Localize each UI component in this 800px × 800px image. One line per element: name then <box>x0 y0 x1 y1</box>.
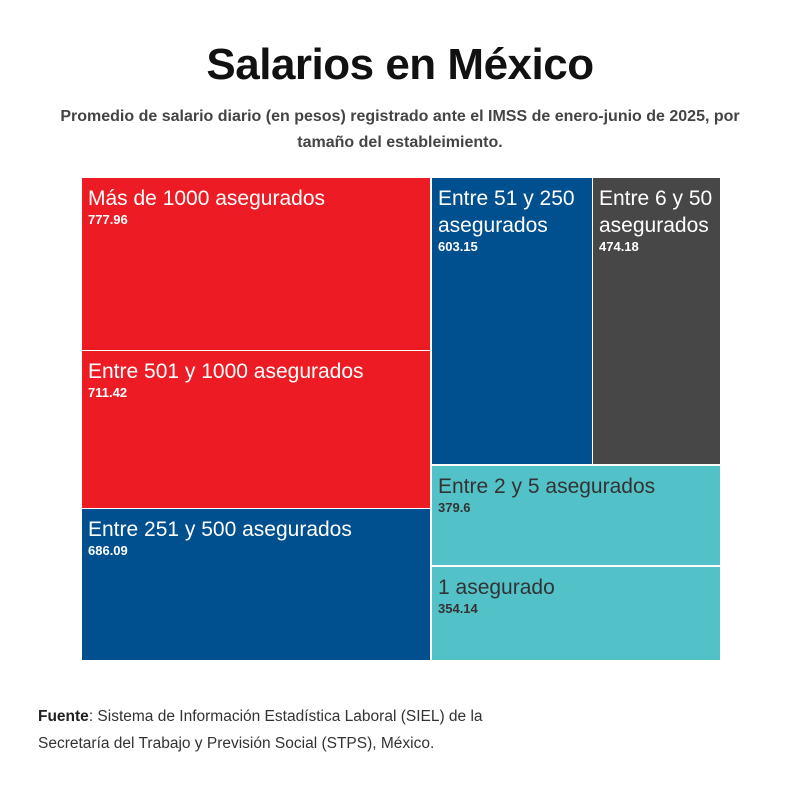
cell-label: Entre 2 y 5 asegurados <box>438 475 656 498</box>
treemap-cell[interactable]: Entre 51 y 250 asegurados 603.15 <box>432 178 592 464</box>
cell-label: 1 asegurado <box>438 576 555 599</box>
chart-subtitle: Promedio de salario diario (en pesos) re… <box>60 108 740 151</box>
chart-title: Salarios en México <box>206 40 594 89</box>
treemap-cell[interactable]: 1 asegurado 354.14 <box>432 567 720 660</box>
treemap-cell[interactable]: Entre 2 y 5 asegurados 379.6 <box>432 466 720 565</box>
cell-label: Entre 501 y 1000 asegurados <box>88 360 364 383</box>
cell-label: Entre 51 y 250 asegurados <box>438 187 575 237</box>
source-note: Fuente: Sistema de Información Estadísti… <box>38 703 528 757</box>
cell-value: 777.96 <box>88 212 128 227</box>
cell-label: Más de 1000 asegurados <box>88 187 325 210</box>
cell-value: 603.15 <box>438 239 478 254</box>
cell-value: 474.18 <box>599 239 639 254</box>
treemap-cell[interactable]: Entre 501 y 1000 asegurados 711.42 <box>82 351 430 508</box>
source-label: Fuente <box>38 708 89 725</box>
cell-value: 379.6 <box>438 500 471 515</box>
treemap-cell[interactable]: Entre 6 y 50 asegurados 474.18 <box>593 178 720 464</box>
cell-value: 711.42 <box>88 385 128 400</box>
treemap-cell[interactable]: Entre 251 y 500 asegurados 686.09 <box>82 509 430 660</box>
source-text: : Sistema de Información Estadística Lab… <box>38 708 483 752</box>
treemap-cell[interactable]: Más de 1000 asegurados 777.96 <box>82 178 430 350</box>
cell-label: Entre 251 y 500 asegurados <box>88 518 352 541</box>
cell-label: Entre 6 y 50 asegurados <box>599 187 713 237</box>
cell-value: 686.09 <box>88 543 128 558</box>
cell-value: 354.14 <box>438 601 478 616</box>
